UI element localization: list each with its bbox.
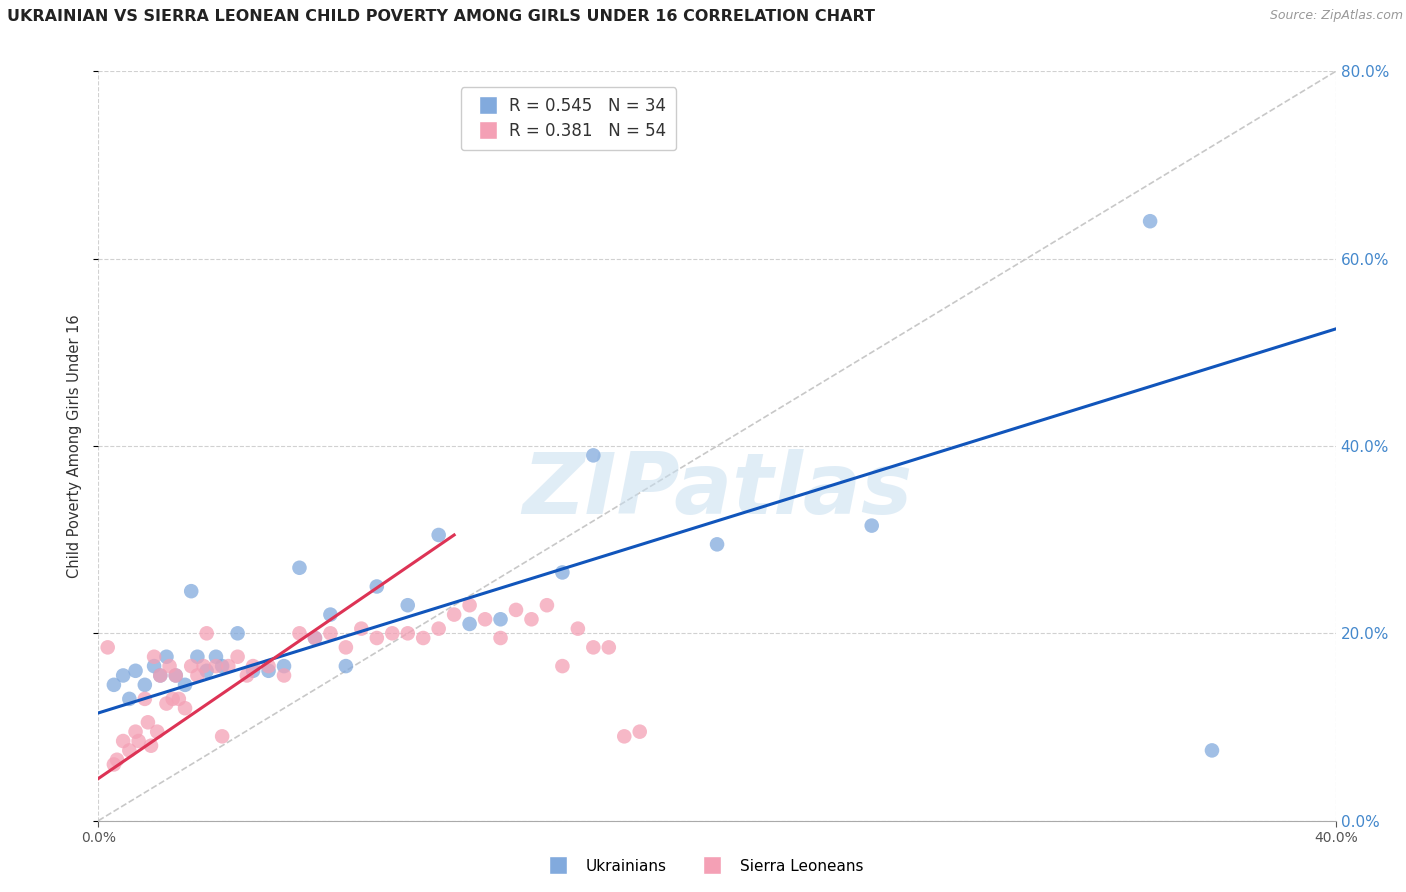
Point bbox=[335, 659, 357, 673]
Point bbox=[706, 537, 728, 551]
Point bbox=[273, 659, 295, 673]
Point bbox=[159, 659, 181, 673]
Point bbox=[335, 640, 357, 655]
Point bbox=[489, 612, 512, 626]
Point bbox=[146, 724, 169, 739]
Point bbox=[205, 649, 228, 664]
Point bbox=[551, 659, 574, 673]
Point bbox=[143, 649, 166, 664]
Point bbox=[236, 668, 259, 682]
Point bbox=[242, 659, 264, 673]
Point bbox=[134, 692, 156, 706]
Point bbox=[128, 734, 150, 748]
Point bbox=[458, 599, 481, 613]
Point bbox=[105, 753, 128, 767]
Point bbox=[226, 649, 249, 664]
Point bbox=[366, 631, 388, 645]
Point bbox=[124, 724, 146, 739]
Point bbox=[242, 664, 264, 678]
Text: UKRAINIAN VS SIERRA LEONEAN CHILD POVERTY AMONG GIRLS UNDER 16 CORRELATION CHART: UKRAINIAN VS SIERRA LEONEAN CHILD POVERT… bbox=[7, 9, 875, 24]
Point bbox=[536, 599, 558, 613]
Legend: R = 0.545   N = 34, R = 0.381   N = 54: R = 0.545 N = 34, R = 0.381 N = 54 bbox=[461, 87, 676, 150]
Point bbox=[149, 668, 172, 682]
Point bbox=[139, 739, 162, 753]
Y-axis label: Child Poverty Among Girls Under 16: Child Poverty Among Girls Under 16 bbox=[67, 314, 83, 578]
Point bbox=[211, 730, 233, 744]
Point bbox=[396, 626, 419, 640]
Point bbox=[628, 724, 651, 739]
Point bbox=[396, 599, 419, 613]
Point bbox=[211, 659, 233, 673]
Point bbox=[350, 622, 373, 636]
Point bbox=[412, 631, 434, 645]
Point bbox=[124, 664, 146, 678]
Point bbox=[118, 692, 141, 706]
Point bbox=[520, 612, 543, 626]
Point bbox=[319, 626, 342, 640]
Point bbox=[582, 640, 605, 655]
Point bbox=[226, 626, 249, 640]
Point bbox=[304, 631, 326, 645]
Point bbox=[162, 692, 184, 706]
Point bbox=[112, 668, 135, 682]
Point bbox=[381, 626, 404, 640]
Point bbox=[1139, 214, 1161, 228]
Point bbox=[180, 584, 202, 599]
Point bbox=[613, 730, 636, 744]
Point bbox=[112, 734, 135, 748]
Point bbox=[195, 664, 218, 678]
Point bbox=[567, 622, 589, 636]
Point bbox=[860, 518, 883, 533]
Point bbox=[288, 561, 311, 575]
Point bbox=[505, 603, 527, 617]
Point bbox=[167, 692, 190, 706]
Point bbox=[174, 701, 197, 715]
Point bbox=[427, 622, 450, 636]
Point bbox=[186, 668, 208, 682]
Point bbox=[180, 659, 202, 673]
Point bbox=[598, 640, 620, 655]
Point bbox=[217, 659, 239, 673]
Point bbox=[273, 668, 295, 682]
Point bbox=[136, 715, 159, 730]
Legend: Ukrainians, Sierra Leoneans: Ukrainians, Sierra Leoneans bbox=[537, 853, 869, 880]
Point bbox=[551, 566, 574, 580]
Point bbox=[155, 697, 177, 711]
Point bbox=[1201, 743, 1223, 757]
Point bbox=[155, 649, 177, 664]
Point bbox=[582, 448, 605, 462]
Point bbox=[149, 668, 172, 682]
Point bbox=[134, 678, 156, 692]
Text: ZIPatlas: ZIPatlas bbox=[522, 450, 912, 533]
Point bbox=[427, 528, 450, 542]
Point bbox=[193, 659, 215, 673]
Point bbox=[195, 626, 218, 640]
Point bbox=[443, 607, 465, 622]
Point bbox=[143, 659, 166, 673]
Point bbox=[474, 612, 496, 626]
Point bbox=[205, 659, 228, 673]
Point bbox=[257, 664, 280, 678]
Point bbox=[118, 743, 141, 757]
Point bbox=[304, 631, 326, 645]
Point bbox=[458, 617, 481, 632]
Point bbox=[186, 649, 208, 664]
Point bbox=[97, 640, 120, 655]
Point bbox=[366, 580, 388, 594]
Point bbox=[257, 659, 280, 673]
Point bbox=[103, 757, 125, 772]
Point bbox=[489, 631, 512, 645]
Point bbox=[165, 668, 187, 682]
Point bbox=[103, 678, 125, 692]
Point bbox=[288, 626, 311, 640]
Point bbox=[174, 678, 197, 692]
Point bbox=[165, 668, 187, 682]
Point bbox=[319, 607, 342, 622]
Text: Source: ZipAtlas.com: Source: ZipAtlas.com bbox=[1270, 9, 1403, 22]
